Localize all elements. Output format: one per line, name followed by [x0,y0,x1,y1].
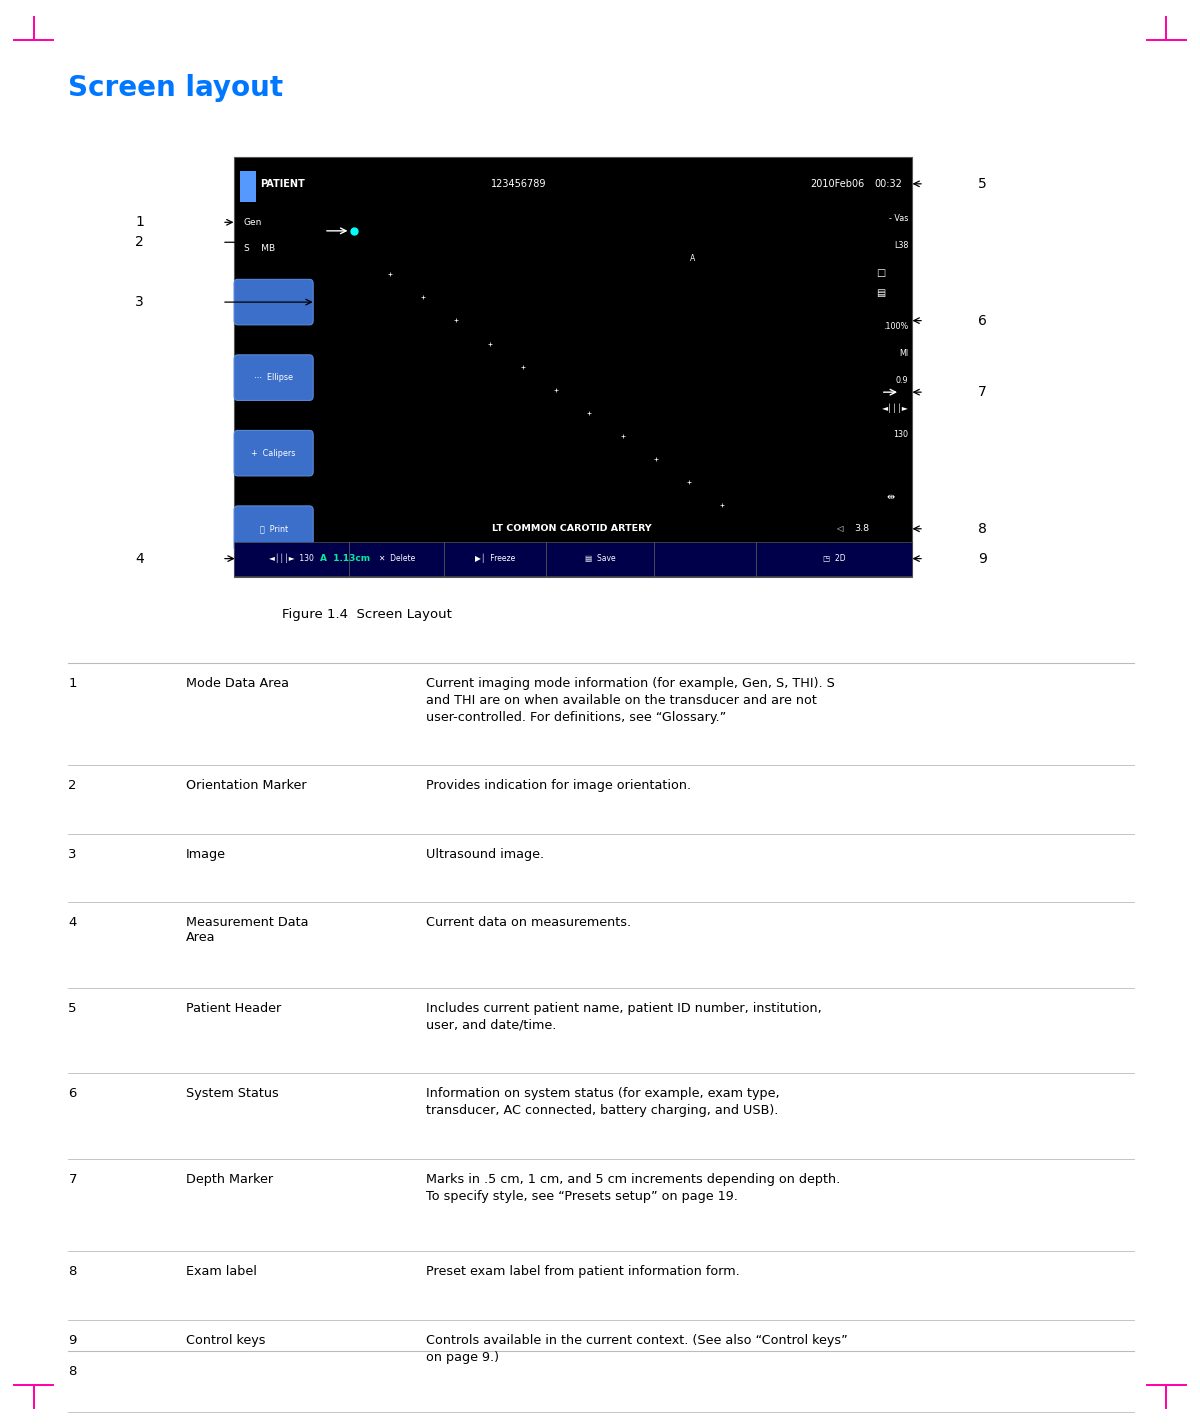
FancyBboxPatch shape [234,279,313,325]
FancyBboxPatch shape [234,355,313,400]
Text: 3: 3 [136,295,144,309]
Text: ◳  2D: ◳ 2D [823,554,845,563]
Text: □: □ [876,268,886,278]
FancyBboxPatch shape [234,430,313,476]
Text: 8: 8 [978,522,986,536]
Text: 7: 7 [978,385,986,399]
Text: 9: 9 [978,551,986,566]
Bar [234,542,912,576]
Text: 00:32: 00:32 [875,178,902,190]
Text: Provides indication for image orientation.: Provides indication for image orientatio… [426,779,691,792]
Text: ◁: ◁ [836,524,842,533]
Text: A: A [690,254,695,264]
Text: Control keys: Control keys [186,1334,265,1347]
Text: +  Calipers: + Calipers [252,449,295,457]
Text: Current data on measurements.: Current data on measurements. [426,916,631,929]
Text: ⇹: ⇹ [887,492,894,502]
Text: System Status: System Status [186,1087,278,1100]
Text: Measurement Data
Area: Measurement Data Area [186,916,308,945]
Text: Ultrasound image.: Ultrasound image. [426,848,544,861]
Text: Orientation Marker: Orientation Marker [186,779,307,792]
Text: Marks in .5 cm, 1 cm, and 5 cm increments depending on depth.
To specify style, : Marks in .5 cm, 1 cm, and 5 cm increment… [426,1173,840,1203]
Text: ⎙  Print: ⎙ Print [259,524,288,533]
Bar [234,157,912,577]
Text: 7: 7 [68,1173,77,1186]
Text: Patient Header: Patient Header [186,1002,281,1015]
Text: 130: 130 [893,430,908,439]
Text: 3: 3 [68,848,77,861]
Text: 5: 5 [978,177,986,191]
Text: LT COMMON CAROTID ARTERY: LT COMMON CAROTID ARTERY [492,524,652,533]
Text: 9: 9 [68,1334,77,1347]
Text: .100%: .100% [883,322,908,331]
Text: Exam label: Exam label [186,1265,257,1278]
Text: 1: 1 [68,677,77,690]
Text: 6: 6 [978,314,986,328]
Text: Preset exam label from patient information form.: Preset exam label from patient informati… [426,1265,739,1278]
Text: ▶│  Freeze: ▶│ Freeze [475,554,515,563]
Text: A  1.13cm: A 1.13cm [320,554,371,563]
Text: L38: L38 [894,241,908,249]
Text: Figure 1.4  Screen Layout: Figure 1.4 Screen Layout [282,608,452,621]
Text: Depth Marker: Depth Marker [186,1173,274,1186]
Text: - Vas: - Vas [889,214,908,222]
Text: Mode Data Area: Mode Data Area [186,677,289,690]
Bar [240,171,256,202]
Text: 5: 5 [68,1002,77,1015]
Text: Controls available in the current context. (See also “Control keys”
on page 9.): Controls available in the current contex… [426,1334,847,1364]
Text: Gen: Gen [244,218,262,227]
Text: ◄│││►: ◄│││► [882,403,908,413]
Text: Information on system status (for example, exam type,
transducer, AC connected, : Information on system status (for exampl… [426,1087,780,1117]
Text: 4: 4 [136,551,144,566]
Text: 1: 1 [136,215,144,229]
Text: 8: 8 [68,1365,77,1378]
Text: ◄│││►  130: ◄│││► 130 [269,554,314,563]
Text: MI: MI [899,349,908,358]
Text: Current imaging mode information (for example, Gen, S, THI). S
and THI are on wh: Current imaging mode information (for ex… [426,677,835,724]
Text: 123456789: 123456789 [491,178,546,190]
Text: 3.8: 3.8 [854,524,870,533]
Text: ▤: ▤ [876,288,886,298]
Text: 6: 6 [68,1087,77,1100]
Text: Includes current patient name, patient ID number, institution,
user, and date/ti: Includes current patient name, patient I… [426,1002,822,1032]
Text: Screen layout: Screen layout [68,74,283,103]
FancyBboxPatch shape [234,506,313,551]
Text: 0.9: 0.9 [895,376,908,385]
Text: 2: 2 [68,779,77,792]
Text: 2: 2 [136,235,144,249]
Text: ▤  Save: ▤ Save [584,554,616,563]
Text: PATIENT: PATIENT [260,178,305,190]
Text: Image: Image [186,848,226,861]
Text: ⋯  Ellipse: ⋯ Ellipse [254,373,293,382]
Text: S    MB: S MB [244,244,275,252]
Text: 2010Feb06: 2010Feb06 [810,178,864,190]
Text: 8: 8 [68,1265,77,1278]
Text: 4: 4 [68,916,77,929]
Text: ✕  Delete: ✕ Delete [378,554,415,563]
